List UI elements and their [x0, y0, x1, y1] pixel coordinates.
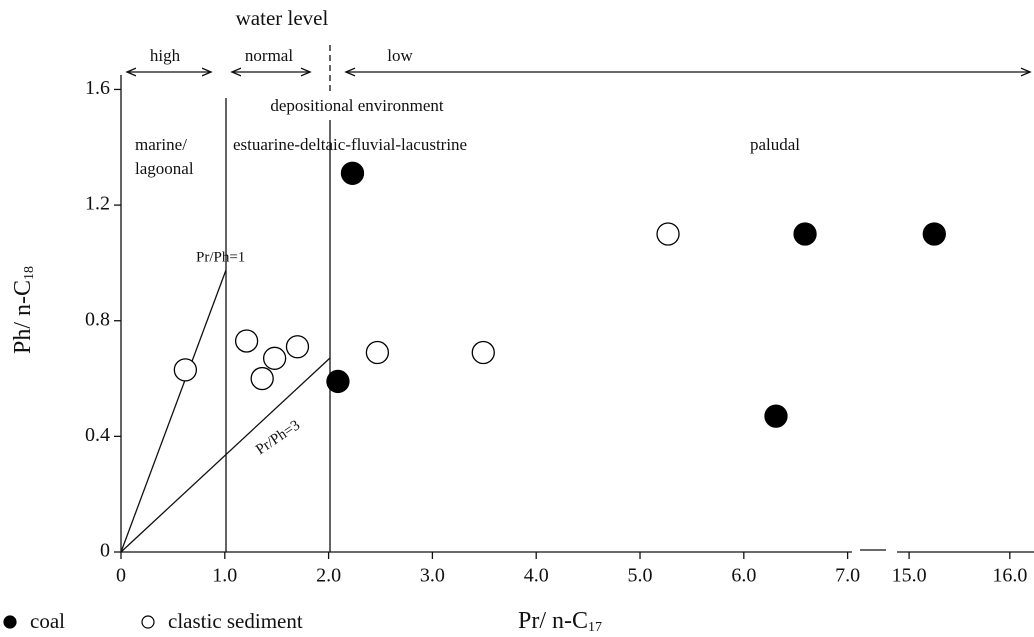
point: [250, 366, 274, 391]
chart-title: water level: [236, 6, 329, 30]
annotation: high: [150, 46, 181, 65]
point: [365, 340, 390, 365]
x-axis-label-sub: 17: [588, 620, 602, 635]
point: [656, 222, 680, 246]
x-tick-label: 15.0: [892, 565, 927, 587]
annotation: Pr/Ph=3: [253, 417, 303, 458]
y-tick-label: 0.8: [85, 308, 110, 330]
x-tick-label: 7.0: [835, 565, 860, 587]
x-tick-label: 16.0: [992, 565, 1027, 587]
ratio-line: [120, 357, 331, 553]
point: [764, 404, 788, 428]
point: [173, 358, 198, 382]
point: [793, 222, 817, 246]
x-tick-label: 5.0: [628, 565, 653, 587]
annotation: Pr/Ph=1: [196, 249, 245, 265]
point: [471, 340, 495, 365]
y-axis-label-sub: 18: [22, 266, 37, 280]
x-tick-label: 0: [116, 565, 126, 587]
annotation: normal: [245, 46, 293, 65]
legend-label: clastic sediment: [168, 609, 303, 633]
point: [285, 335, 310, 359]
y-tick-label: 0: [100, 540, 110, 562]
annotation: low: [387, 46, 413, 65]
x-tick-label: 3.0: [420, 565, 445, 587]
point: [326, 369, 350, 394]
ratio-line: [120, 269, 227, 553]
x-tick-label: 1.0: [212, 565, 237, 587]
annotation: marine/: [135, 135, 187, 154]
point: [340, 161, 365, 185]
x-axis-label: Pr/ n-C17: [518, 608, 602, 636]
x-tick-label: 6.0: [731, 565, 756, 587]
x-tick-label: 2.0: [316, 565, 341, 587]
annotation: lagoonal: [135, 159, 194, 178]
y-tick-label: 1.2: [85, 193, 110, 215]
y-axis-label: Ph/ n-C18: [10, 266, 38, 354]
x-tick-label: 4.0: [524, 565, 549, 587]
x-axis-label-text: Pr/ n-C: [518, 608, 588, 634]
legend-label: coal: [30, 609, 65, 633]
point: [234, 329, 259, 353]
legend-marker: [3, 615, 17, 629]
y-tick-label: 1.6: [85, 77, 110, 99]
y-tick-label: 0.4: [85, 424, 110, 446]
annotation: paludal: [750, 135, 800, 154]
annotation: estuarine-deltaic-fluvial-lacustrine: [233, 135, 467, 154]
legend-marker: [141, 615, 155, 629]
legend: coal clastic sediment: [3, 609, 303, 633]
y-axis-label-text: Ph/ n-C: [10, 280, 36, 354]
point: [262, 346, 287, 370]
annotation: depositional environment: [270, 96, 444, 115]
point: [922, 222, 946, 246]
